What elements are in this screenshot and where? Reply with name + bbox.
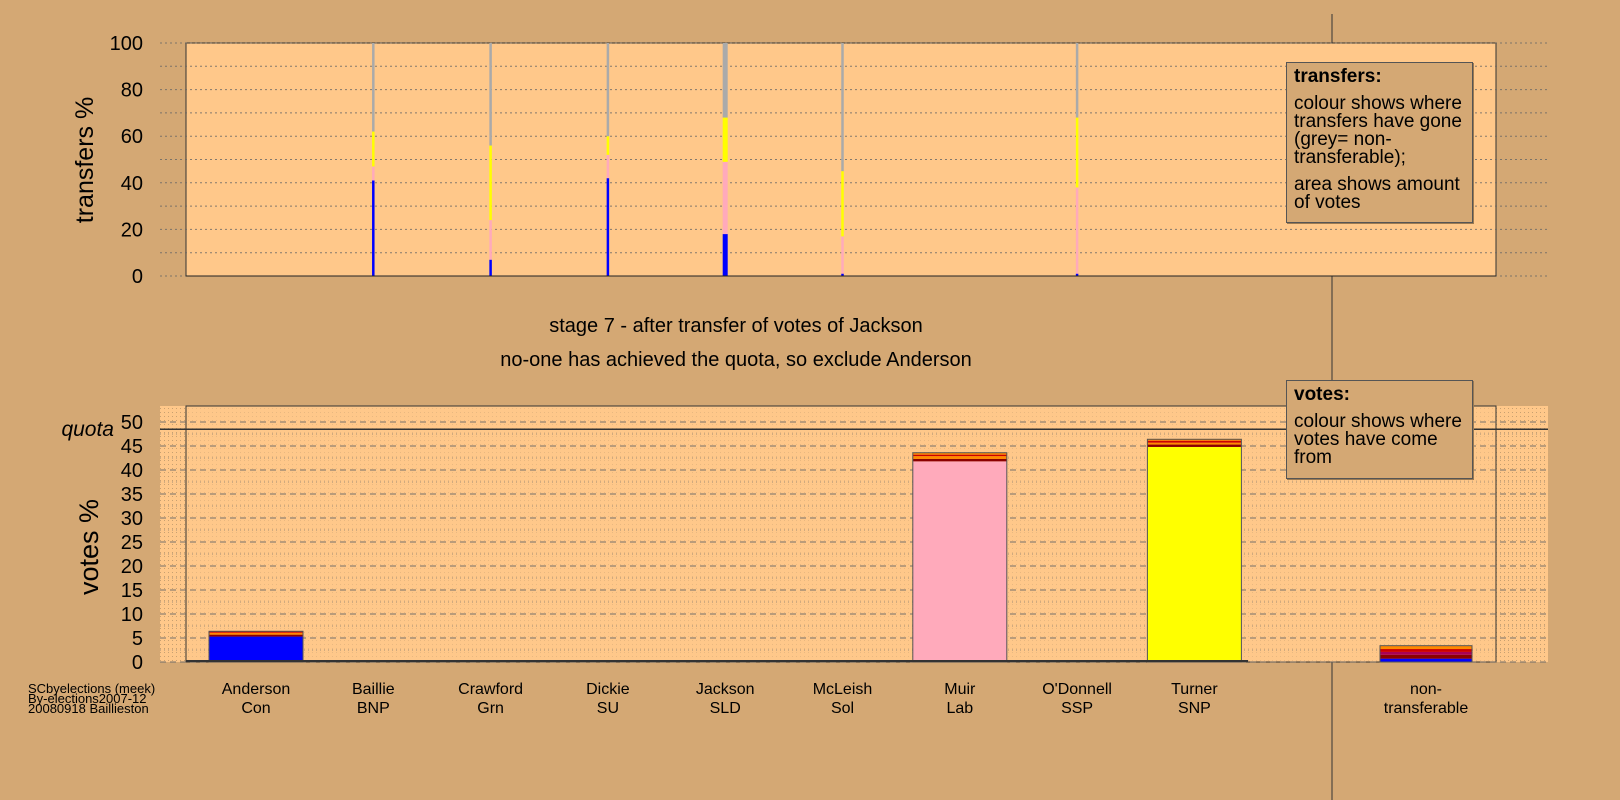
transfers-tick-label: 60	[121, 126, 143, 148]
vote-segment-muir	[912, 456, 1007, 459]
candidate-name-label: Crawford	[458, 681, 523, 698]
votes-tick-label: 5	[132, 628, 143, 650]
vote-segment-nontransferable	[1380, 651, 1472, 655]
vote-segment-nontransferable	[1380, 649, 1472, 652]
candidate-party-label: Grn	[477, 700, 504, 717]
candidate-party-label: BNP	[357, 700, 390, 717]
candidate-party-label: SU	[597, 700, 619, 717]
candidate-name-label: Baillie	[352, 681, 395, 698]
votes-tick-label: 50	[121, 412, 143, 434]
candidate-name-label: Turner	[1171, 681, 1218, 698]
vote-segment-turner	[1147, 442, 1242, 445]
vote-segment-anderson	[209, 631, 303, 633]
transfer-segment-jackson	[722, 43, 728, 118]
votes-tick-label: 10	[121, 604, 143, 626]
votes-plot-area	[185, 405, 1497, 663]
stage-title: stage 7 - after transfer of votes of Jac…	[549, 315, 923, 337]
candidate-name-label: Jackson	[696, 681, 755, 698]
vote-segment-muir	[912, 452, 1007, 455]
transfer-segment-baillie	[372, 43, 375, 132]
transfer-segment-mcleish	[841, 236, 844, 274]
transfer-segment-dickie	[606, 43, 610, 137]
transfer-segment-dickie	[606, 154, 610, 179]
transfers-tick-label: 40	[121, 173, 143, 195]
transfer-segment-crawford	[489, 259, 492, 276]
transfers-tick-label: 100	[110, 33, 143, 55]
vote-segment-anderson	[209, 634, 303, 637]
transfer-segment-mcleish	[841, 43, 844, 172]
vote-segment-nontransferable	[1380, 645, 1472, 650]
transfers-legend-title: transfers:	[1294, 66, 1382, 87]
transfer-segment-crawford	[489, 220, 492, 260]
candidate-party-label: transferable	[1384, 700, 1469, 717]
votes-tick-label: 45	[121, 436, 143, 458]
votes-tick-label: 20	[121, 556, 143, 578]
transfer-segment-jackson	[722, 161, 728, 235]
transfer-segment-odonnell	[1075, 273, 1079, 276]
candidate-party-label: Con	[241, 700, 270, 717]
candidate-party-label: SNP	[1178, 700, 1211, 717]
transfer-segment-crawford	[489, 145, 492, 221]
credit-line-1: SCbyelections (meek)	[28, 681, 156, 696]
candidate-name-label: McLeish	[813, 681, 873, 698]
vote-segment-turner	[1147, 439, 1242, 441]
vote-segment-muir	[912, 454, 1007, 457]
transfers-axis-label: transfers %	[71, 97, 99, 223]
candidate-name-label: O'Donnell	[1042, 681, 1112, 698]
vote-bar-nontransferable	[1379, 645, 1473, 663]
transfer-segment-jackson	[722, 234, 728, 276]
transfers-legend-text-2: area shows amount of votes	[1294, 174, 1460, 213]
transfers-legend: transfers: colour shows where transfers …	[1286, 62, 1473, 223]
votes-tick-label: 35	[121, 484, 143, 506]
transfers-legend-text: colour shows where transfers have gone (…	[1294, 93, 1462, 168]
transfer-segment-jackson	[722, 117, 728, 162]
vote-segment-anderson	[209, 636, 303, 662]
votes-legend-text: colour shows where votes have come from	[1294, 411, 1462, 468]
vote-segment-turner	[1147, 446, 1242, 662]
credit-line-2: By-elections2007-12	[28, 691, 147, 706]
candidate-name-label: Anderson	[222, 681, 291, 698]
candidate-party-label: SSP	[1061, 700, 1093, 717]
candidate-party-label: Sol	[831, 700, 854, 717]
transfer-segment-dickie	[606, 136, 610, 155]
vote-segment-nontransferable	[1380, 654, 1472, 659]
transfer-segment-mcleish	[841, 171, 844, 237]
transfer-segment-odonnell	[1075, 43, 1079, 118]
transfers-tick-label: 20	[121, 219, 143, 241]
transfer-segment-crawford	[489, 43, 492, 146]
vote-segment-muir	[912, 458, 1007, 462]
transfer-segment-mcleish	[841, 273, 844, 276]
votes-axis-label: votes %	[74, 499, 104, 595]
status-title: no-one has achieved the quota, so exclud…	[500, 349, 972, 371]
vote-segment-turner	[1147, 440, 1242, 443]
vote-segment-nontransferable	[1380, 658, 1472, 662]
votes-tick-label: 25	[121, 532, 143, 554]
votes-tick-label: 40	[121, 460, 143, 482]
transfer-segment-odonnell	[1075, 187, 1079, 274]
votes-legend-title: votes:	[1294, 384, 1350, 405]
vote-segment-muir	[912, 461, 1007, 662]
candidate-party-label: SLD	[710, 700, 741, 717]
vote-segment-anderson	[209, 632, 303, 635]
candidate-party-label: Lab	[946, 700, 973, 717]
credit-line-3: 20080918 Baillieston	[28, 701, 149, 716]
votes-tick-label: 30	[121, 508, 143, 530]
transfers-tick-label: 80	[121, 80, 143, 102]
transfers-tick-label: 0	[132, 266, 143, 288]
vote-segment-turner	[1147, 444, 1242, 447]
transfer-segment-baillie	[372, 166, 375, 181]
transfer-segment-baillie	[372, 180, 375, 276]
candidate-name-label: Muir	[944, 681, 976, 698]
votes-legend: votes: colour shows where votes have com…	[1286, 380, 1473, 479]
transfer-segment-odonnell	[1075, 117, 1079, 188]
candidate-name-label: Dickie	[586, 681, 630, 698]
credits: SCbyelections (meek) By-elections2007-12…	[28, 681, 156, 716]
quota-label: quota	[61, 418, 114, 441]
transfer-segment-dickie	[606, 178, 610, 276]
transfer-segment-baillie	[372, 131, 375, 167]
votes-tick-label: 0	[132, 652, 143, 674]
votes-tick-label: 15	[121, 580, 143, 602]
candidate-name-label: non-	[1410, 681, 1442, 698]
